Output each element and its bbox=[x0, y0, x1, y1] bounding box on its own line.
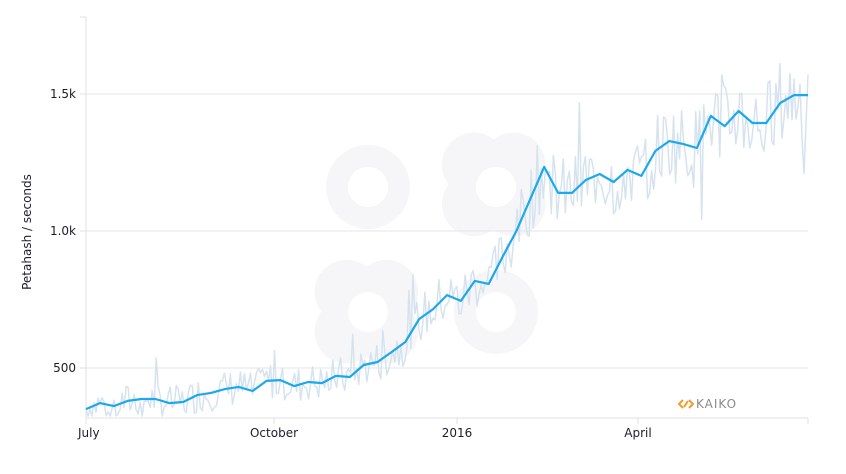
grid-lines bbox=[86, 93, 808, 369]
kaiko-logo-text: KAIKO bbox=[696, 397, 738, 411]
x-axis-ticks bbox=[85, 418, 809, 424]
x-tick-label-2016: 2016 bbox=[442, 426, 473, 440]
x-tick-label-july: July bbox=[77, 426, 100, 440]
watermark-kaiko-icon bbox=[314, 132, 546, 364]
y-tick-label-1000: 1.0k bbox=[50, 224, 76, 238]
y-tick-label-1500: 1.5k bbox=[50, 87, 76, 101]
x-tick-label-october: October bbox=[250, 426, 298, 440]
x-tick-label-april: April bbox=[624, 426, 651, 440]
kaiko-logo-icon bbox=[678, 399, 694, 409]
y-axis-title: Petahash / seconds bbox=[20, 174, 34, 290]
y-axis-ticks bbox=[80, 93, 86, 369]
y-tick-label-500: 500 bbox=[53, 361, 76, 375]
raw-hashrate-line bbox=[85, 62, 809, 417]
smoothed-hashrate-line bbox=[85, 93, 808, 411]
kaiko-logo: KAIKO bbox=[678, 397, 737, 411]
